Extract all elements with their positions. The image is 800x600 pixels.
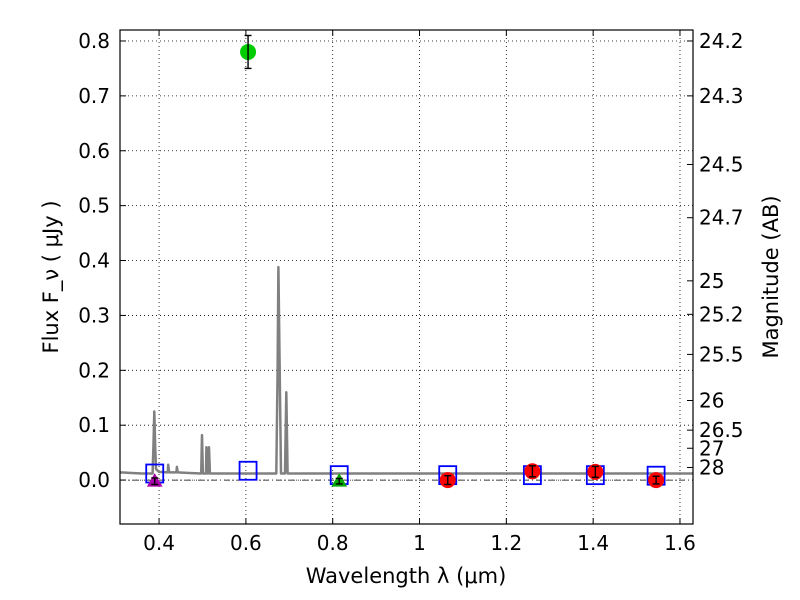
magnitude-tick-label: 24.3 bbox=[699, 84, 744, 108]
x-tick-label: 1 bbox=[413, 531, 426, 555]
x-tick-label: 0.8 bbox=[317, 531, 349, 555]
model-photometry-square bbox=[238, 460, 258, 481]
y-tick-label: 0.8 bbox=[78, 29, 110, 53]
y-tick-label: 0.5 bbox=[78, 194, 110, 218]
x-tick-label: 1.6 bbox=[664, 531, 696, 555]
magnitude-tick-label: 24.7 bbox=[699, 206, 744, 230]
x-tick-label: 0.4 bbox=[143, 531, 175, 555]
y-tick-label: 0.6 bbox=[78, 139, 110, 163]
x-tick-label: 1.2 bbox=[490, 531, 522, 555]
tick-marks bbox=[120, 30, 693, 524]
y-tick-label: 0.1 bbox=[78, 413, 110, 437]
x-tick-label: 1.4 bbox=[577, 531, 609, 555]
magnitude-tick-label: 26 bbox=[699, 389, 724, 413]
y-tick-label: 0.0 bbox=[78, 468, 110, 492]
y-tick-labels: 0.0 0.1 0.2 0.3 0.4 0.5 0.6 0.7 0.8 bbox=[78, 29, 110, 492]
magnitude-tick-label: 25 bbox=[699, 269, 724, 293]
markers bbox=[145, 34, 666, 489]
magnitude-tick-label: 25.2 bbox=[699, 302, 744, 326]
magnitude-tick-label: 28 bbox=[699, 455, 724, 479]
magnitude-tick-label: 26.5 bbox=[699, 418, 744, 442]
y-tick-label: 0.4 bbox=[78, 249, 110, 273]
magnitude-tick-label: 25.5 bbox=[699, 342, 744, 366]
x-tick-label: 0.6 bbox=[230, 531, 262, 555]
y-tick-label: 0.7 bbox=[78, 84, 110, 108]
sed-model-line bbox=[119, 265, 693, 475]
magnitude-tick-label: 24.5 bbox=[699, 152, 744, 176]
magnitude-tick-label: 27 bbox=[699, 436, 724, 460]
x-tick-labels: 0.4 0.6 0.8 1 1.2 1.4 1.6 bbox=[143, 531, 696, 555]
y-tick-label: 0.2 bbox=[78, 358, 110, 382]
y-tick-label: 0.3 bbox=[78, 303, 110, 327]
right-axis-label: Magnitude (AB) bbox=[759, 195, 783, 358]
y-axis-label: Flux F_ν ( μJy ) bbox=[39, 200, 64, 353]
magnitude-tick-label: 24.2 bbox=[699, 29, 744, 53]
plot-frame bbox=[119, 29, 694, 525]
x-axis-label: Wavelength λ (μm) bbox=[306, 564, 507, 588]
model-line-group bbox=[119, 265, 693, 475]
